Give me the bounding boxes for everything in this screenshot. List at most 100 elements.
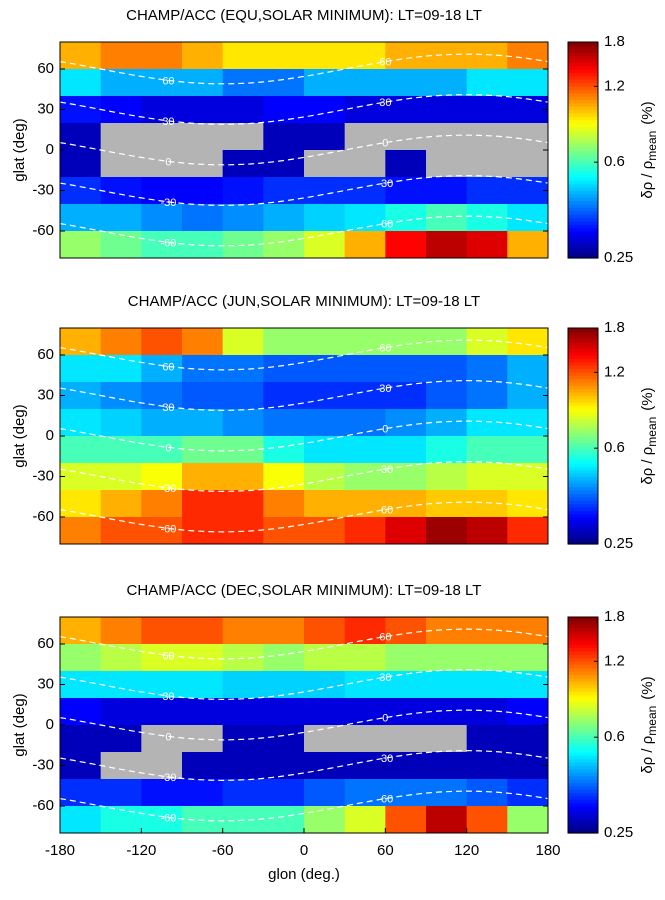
colorbar-step xyxy=(568,503,598,508)
heat-cell xyxy=(60,96,102,124)
colorbar-tick-label: 0.6 xyxy=(604,153,625,170)
colorbar-step xyxy=(568,731,598,736)
no-data-cell xyxy=(466,150,508,178)
colorbar-step xyxy=(568,398,598,403)
colorbar-step xyxy=(568,42,598,46)
heat-cell xyxy=(507,698,549,726)
contour-label: -60 xyxy=(160,523,176,535)
y-axis-label: glat (deg) xyxy=(11,693,28,756)
colorbar-step xyxy=(568,762,598,767)
heat-cell xyxy=(507,779,549,807)
no-data-cell xyxy=(385,123,427,151)
colorbar-step xyxy=(568,139,598,144)
heat-cell xyxy=(141,806,183,834)
colorbar-step xyxy=(568,674,598,679)
heat-cell xyxy=(263,42,305,70)
heat-cell xyxy=(141,436,183,464)
heat-cell xyxy=(304,123,346,151)
heat-cell xyxy=(304,671,346,699)
heat-cell xyxy=(507,490,549,518)
colorbar-step xyxy=(568,510,598,515)
colorbar-step xyxy=(568,62,598,67)
contour-label: 60 xyxy=(162,361,174,373)
heat-cell xyxy=(426,355,468,383)
contour-label: 60 xyxy=(162,650,174,662)
heat-cell xyxy=(60,382,102,410)
heat-cell xyxy=(344,204,386,232)
heat-cell xyxy=(100,463,142,491)
heat-cell xyxy=(60,725,102,753)
heat-cell xyxy=(222,409,264,437)
colorbar-step xyxy=(568,200,598,205)
y-tick-label: 30 xyxy=(37,675,54,692)
colorbar-step xyxy=(568,785,598,790)
heat-cell xyxy=(507,96,549,124)
colorbar-step xyxy=(568,725,598,729)
heat-cell xyxy=(60,231,102,259)
heat-cell xyxy=(60,436,102,464)
colorbar-label-unit: (%) xyxy=(639,676,656,699)
contour-label: 30 xyxy=(379,672,391,684)
heat-cell xyxy=(100,779,142,807)
colorbar-step xyxy=(568,664,598,669)
colorbar-step xyxy=(568,328,598,332)
heat-cell xyxy=(426,409,468,437)
colorbar-step xyxy=(568,402,598,407)
heat-cell xyxy=(344,463,386,491)
colorbar-step xyxy=(568,187,598,192)
x-tick-label: -120 xyxy=(126,842,156,859)
heat-cell xyxy=(426,779,468,807)
heat-cell xyxy=(426,463,468,491)
colorbar-step xyxy=(568,190,598,195)
heat-cell xyxy=(344,69,386,97)
heat-cell xyxy=(141,69,183,97)
colorbar-tick-label: 1.8 xyxy=(604,319,625,336)
heat-cell xyxy=(385,42,427,70)
contour-label: 0 xyxy=(165,156,171,168)
heat-cell xyxy=(60,806,102,834)
heat-cell xyxy=(426,69,468,97)
colorbar-step xyxy=(568,412,598,417)
heat-cell xyxy=(222,96,264,124)
heat-cell xyxy=(100,96,142,124)
colorbar-step xyxy=(568,237,598,242)
heat-cell xyxy=(100,671,142,699)
colorbar-step xyxy=(568,826,598,831)
colorbar-step xyxy=(568,231,598,235)
heat-cell xyxy=(426,96,468,124)
colorbar-step xyxy=(568,779,598,783)
colorbar-step xyxy=(568,234,598,239)
colorbar-step xyxy=(568,806,598,810)
y-tick-label: 0 xyxy=(46,427,54,444)
heat-cell xyxy=(426,617,468,645)
colorbar-step xyxy=(568,119,598,124)
heat-cell xyxy=(304,328,346,356)
heat-cell xyxy=(385,490,427,518)
colorbar-step xyxy=(568,442,598,447)
heat-cell xyxy=(222,671,264,699)
heat-cell xyxy=(141,355,183,383)
colorbar-step xyxy=(568,129,598,134)
colorbar-step xyxy=(568,422,598,427)
heat-cell xyxy=(344,490,386,518)
colorbar-step xyxy=(568,405,598,410)
heat-cell xyxy=(304,177,346,205)
contour-label: 0 xyxy=(382,423,388,435)
heat-cell xyxy=(182,463,224,491)
no-data-cell xyxy=(182,123,224,151)
heat-cell xyxy=(141,490,183,518)
heat-cell xyxy=(507,328,549,356)
colorbar-step xyxy=(568,647,598,652)
heat-cell xyxy=(263,752,305,780)
colorbar-step xyxy=(568,520,598,525)
colorbar-step xyxy=(568,633,598,638)
colorbar-step xyxy=(568,469,598,474)
colorbar-step xyxy=(568,452,598,457)
colorbar-step xyxy=(568,463,598,467)
x-tick-label: -180 xyxy=(45,842,75,859)
colorbar-step xyxy=(568,620,598,625)
colorbar-step xyxy=(568,456,598,461)
contour-label: -30 xyxy=(377,178,393,190)
colorbar-step xyxy=(568,378,598,383)
heat-cell xyxy=(304,382,346,410)
